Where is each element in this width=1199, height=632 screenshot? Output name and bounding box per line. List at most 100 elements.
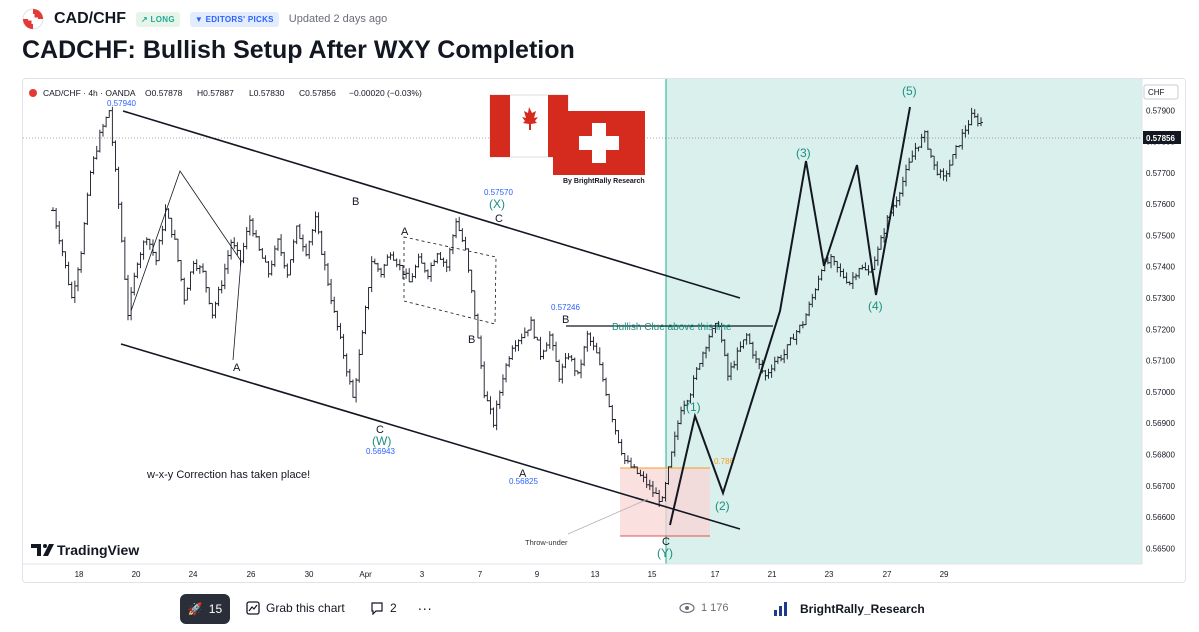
eye-icon <box>679 602 695 614</box>
x-tick-label: 21 <box>768 570 777 579</box>
y-tick-label: 0.56600 <box>1146 513 1175 522</box>
legend-symbol: CAD/CHF · 4h · OANDA <box>43 88 136 98</box>
legend-flag-icon <box>29 89 37 97</box>
legend-close: C0.57856 <box>299 88 336 98</box>
elliott-wave-projection <box>669 106 911 526</box>
wxy-note: w-x-y Correction has taken place! <box>146 469 310 481</box>
wave-label-b2: B <box>468 334 475 346</box>
wave-label-2: (2) <box>715 499 730 513</box>
throw-under-text: Throw-under <box>525 538 568 547</box>
channel-upper-line <box>122 110 741 299</box>
y-tick-label: 0.57100 <box>1146 357 1175 366</box>
y-tick-label: 0.56500 <box>1146 544 1175 553</box>
comments-button[interactable]: 2 <box>370 601 397 615</box>
page-title: CADCHF: Bullish Setup After WXY Completi… <box>22 36 575 64</box>
y-tick-label: 0.57900 <box>1146 106 1175 115</box>
x-tick-label: 27 <box>883 570 892 579</box>
cad-chf-flag-image: By BrightRally Research <box>489 94 645 185</box>
triangle-pattern-lines <box>130 170 242 361</box>
rocket-icon: 🚀 <box>187 602 203 616</box>
target-zone-shade <box>666 79 1142 564</box>
last-price-value: 0.57856 <box>1146 134 1175 143</box>
wave-label-a2: A <box>401 226 409 238</box>
x-tick-label: 13 <box>591 570 600 579</box>
legend-low: L0.57830 <box>249 88 285 98</box>
x-tick-label: 24 <box>189 570 198 579</box>
x-tick-label: 29 <box>940 570 949 579</box>
x-tick-label: 18 <box>75 570 84 579</box>
x-tick-label: 7 <box>478 570 483 579</box>
currency-label: CHF <box>1148 88 1165 97</box>
wave-label-a3: A <box>519 468 527 480</box>
editors-picks-label: EDITORS' PICKS <box>205 14 274 24</box>
candles-group <box>51 106 983 507</box>
y-tick-label: 0.57400 <box>1146 263 1175 272</box>
legend-open: O0.57878 <box>145 88 183 98</box>
comment-icon <box>371 602 383 615</box>
y-tick-label: 0.57600 <box>1146 200 1175 209</box>
legend-change: −0.00020 (−0.03%) <box>349 88 422 98</box>
views-counter: 1 176 <box>679 602 729 614</box>
price-label-56943: 0.56943 <box>366 447 395 456</box>
price-label-56825: 0.56825 <box>509 477 538 486</box>
boost-button[interactable]: 🚀 15 <box>180 594 230 624</box>
x-tick-label: 17 <box>711 570 720 579</box>
wave-label-y: (Y) <box>657 546 673 560</box>
channel-lower-line <box>120 343 741 530</box>
price-chart[interactable]: 0.786 Bullish Clue above this line Throw… <box>23 79 1185 582</box>
wave-label-b3: B <box>562 314 569 326</box>
x-tick-label: 3 <box>420 570 425 579</box>
wave-label-5: (5) <box>902 84 917 98</box>
chart-image-icon <box>246 601 260 615</box>
wave-label-4: (4) <box>868 299 883 313</box>
grab-chart-button[interactable]: Grab this chart <box>246 601 345 615</box>
more-options-icon[interactable]: ∙∙∙ <box>418 600 433 616</box>
symbol-name[interactable]: CAD/CHF <box>54 10 126 27</box>
bullish-clue-text: Bullish Clue above this line <box>612 322 732 333</box>
view-count: 1 176 <box>701 602 729 614</box>
chart-container[interactable]: 0.786 Bullish Clue above this line Throw… <box>22 78 1186 583</box>
y-tick-label: 0.57300 <box>1146 294 1175 303</box>
long-badge: ↗ LONG <box>136 11 180 27</box>
x-tick-label: 20 <box>132 570 141 579</box>
boost-count: 15 <box>208 602 223 616</box>
wave-label-w: (W) <box>372 434 391 448</box>
tradingview-watermark: TradingView <box>31 542 139 558</box>
wave-label-c2: C <box>495 213 503 225</box>
author-avatar <box>772 600 792 618</box>
y-tick-label: 0.57200 <box>1146 325 1175 334</box>
currency-box[interactable] <box>1143 84 1179 100</box>
editors-picks-badge[interactable]: ▼ EDITORS' PICKS <box>189 11 279 27</box>
y-tick-label: 0.57700 <box>1146 169 1175 178</box>
wave-label-c3: C <box>662 536 670 548</box>
price-label-57570: 0.57570 <box>484 188 513 197</box>
throw-under-box <box>620 468 710 536</box>
long-badge-label: LONG <box>150 14 175 24</box>
last-price-tag <box>1143 131 1181 144</box>
wave-label-x: (X) <box>489 197 505 211</box>
grab-label: Grab this chart <box>266 601 345 615</box>
fib-786-label: 0.786 <box>714 457 735 466</box>
flag-credit: By BrightRally Research <box>563 178 645 185</box>
updated-timestamp: Updated 2 days ago <box>288 13 388 25</box>
price-axis-bg <box>1142 79 1185 582</box>
wave-label-1: (1) <box>686 400 701 414</box>
throw-under-pointer <box>567 498 649 535</box>
y-tick-label: 0.57000 <box>1146 388 1175 397</box>
dashed-flag <box>403 236 497 325</box>
x-tick-label: 9 <box>535 570 540 579</box>
y-tick-label: 0.57500 <box>1146 231 1175 240</box>
flag-logo-icon <box>22 8 44 30</box>
price-label-57940: 0.57940 <box>107 99 136 108</box>
wave-label-c1: C <box>376 424 384 436</box>
comment-count: 2 <box>390 601 397 615</box>
x-tick-label: 15 <box>648 570 657 579</box>
watermark-text: TradingView <box>57 542 139 558</box>
author-link[interactable]: BrightRally_Research <box>772 600 925 618</box>
x-tick-label: Apr <box>359 570 372 579</box>
y-tick-label: 0.56900 <box>1146 419 1175 428</box>
legend-high: H0.57887 <box>197 88 234 98</box>
y-tick-label: 0.56800 <box>1146 450 1175 459</box>
author-name: BrightRally_Research <box>800 602 925 616</box>
price-label-57246: 0.57246 <box>551 303 580 312</box>
